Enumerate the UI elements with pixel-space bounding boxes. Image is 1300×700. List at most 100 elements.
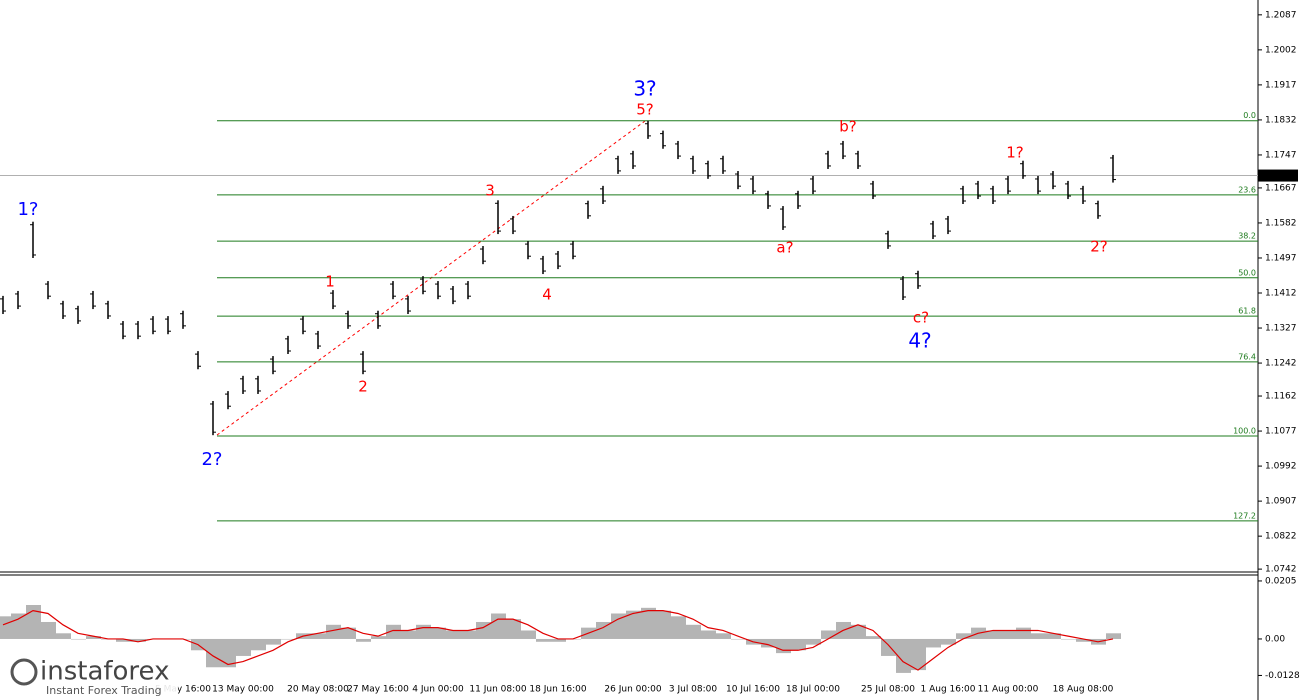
histogram-bar bbox=[1001, 630, 1016, 639]
fib-label: 100.0 bbox=[1233, 427, 1256, 436]
histogram-bar bbox=[131, 638, 146, 642]
histogram-bar bbox=[341, 627, 356, 639]
x-tick-label: 13 May 00:00 bbox=[212, 685, 274, 695]
histogram-bar bbox=[116, 638, 131, 642]
x-tick-label: 5 May 16:00 bbox=[155, 685, 211, 695]
wave-label: 1? bbox=[17, 199, 38, 220]
histogram-bar bbox=[431, 627, 446, 639]
histogram-bar bbox=[1046, 633, 1061, 639]
histogram-bar bbox=[281, 638, 296, 640]
x-tick-label: 18 Jul 00:00 bbox=[786, 685, 840, 695]
histogram-bar bbox=[401, 630, 416, 639]
y-tick-label: 1.1497 bbox=[1265, 253, 1297, 263]
logo-brand: instaforex bbox=[40, 657, 169, 687]
x-tick-label: 10 Jul 16:00 bbox=[726, 685, 780, 695]
histogram-bar bbox=[326, 624, 341, 639]
histogram-bar bbox=[56, 633, 71, 639]
x-tick-label: 4 Jun 00:00 bbox=[412, 685, 464, 695]
y-tick-label: -0.01289 bbox=[1265, 671, 1300, 681]
histogram-bar bbox=[0, 616, 11, 639]
histogram-bar bbox=[611, 613, 626, 639]
histogram-bar bbox=[701, 630, 716, 639]
histogram-bar bbox=[1031, 633, 1046, 639]
x-tick-label: 1 Aug 16:00 bbox=[921, 685, 976, 695]
histogram-bar bbox=[866, 636, 881, 639]
histogram-bar bbox=[491, 613, 506, 639]
histogram-bar bbox=[41, 621, 56, 639]
y-tick-label: 1.1162 bbox=[1265, 392, 1297, 402]
histogram-bar bbox=[71, 638, 86, 640]
histogram-bar bbox=[521, 630, 536, 639]
x-tick-label: 11 Jun 08:00 bbox=[469, 685, 526, 695]
histogram-bar bbox=[881, 638, 896, 656]
histogram-bar bbox=[536, 638, 551, 642]
histogram-bar bbox=[626, 610, 641, 639]
histogram-bar bbox=[656, 610, 671, 639]
y-tick-label: 1.1832 bbox=[1265, 115, 1297, 125]
x-tick-label: 18 Aug 08:00 bbox=[1053, 685, 1114, 695]
current-price-box bbox=[1258, 169, 1298, 182]
histogram-bar bbox=[371, 636, 386, 639]
wave-label: 3? bbox=[633, 77, 656, 101]
current-price-label: 1.1697 bbox=[1263, 171, 1295, 181]
histogram-bar bbox=[461, 630, 476, 639]
y-tick-label: 0.00 bbox=[1265, 634, 1285, 644]
x-tick-label: 18 Jun 16:00 bbox=[529, 685, 586, 695]
histogram-bar bbox=[671, 616, 686, 639]
histogram-bar bbox=[476, 621, 491, 639]
y-tick-label: 0.0205 bbox=[1265, 576, 1297, 586]
fib-label: 38.2 bbox=[1238, 232, 1256, 241]
histogram-bar bbox=[731, 638, 746, 640]
wave-label: b? bbox=[839, 118, 856, 136]
histogram-bar bbox=[1016, 627, 1031, 639]
y-tick-label: 1.1667 bbox=[1265, 183, 1297, 193]
x-tick-label: 26 Jun 00:00 bbox=[604, 685, 661, 695]
wave-label: 1 bbox=[325, 273, 335, 291]
histogram-bar bbox=[1106, 633, 1121, 639]
y-tick-label: 1.0907 bbox=[1265, 497, 1297, 507]
histogram-bar bbox=[1061, 638, 1076, 640]
histogram-bar bbox=[686, 624, 701, 639]
y-tick-label: 1.1582 bbox=[1265, 218, 1297, 228]
histogram-bar bbox=[446, 630, 461, 639]
histogram-bar bbox=[206, 638, 221, 668]
histogram-bar bbox=[86, 636, 101, 639]
histogram-bar bbox=[641, 607, 656, 639]
wave-label: 3 bbox=[485, 182, 495, 200]
wave-label: c? bbox=[913, 309, 929, 327]
wave-label: 2? bbox=[201, 449, 222, 470]
y-tick-label: 1.0992 bbox=[1265, 462, 1297, 472]
wave-label: 2 bbox=[358, 378, 368, 396]
histogram-bar bbox=[236, 638, 251, 656]
histogram-bar bbox=[851, 624, 866, 639]
histogram-bar bbox=[596, 621, 611, 639]
fib-label: 127.2 bbox=[1233, 511, 1256, 520]
wave-label: 4? bbox=[908, 329, 931, 353]
histogram-bar bbox=[956, 633, 971, 639]
wave-label: a? bbox=[776, 239, 793, 257]
fib-label: 23.6 bbox=[1238, 185, 1256, 194]
y-tick-label: 1.0822 bbox=[1265, 532, 1297, 542]
y-tick-label: 1.1242 bbox=[1265, 359, 1297, 369]
fib-label: 0.0 bbox=[1243, 111, 1256, 120]
fib-label: 76.4 bbox=[1238, 352, 1256, 361]
wave-label: 5? bbox=[636, 101, 654, 119]
fib-label: 50.0 bbox=[1238, 268, 1256, 277]
fib-label: 61.8 bbox=[1238, 307, 1256, 316]
histogram-bar bbox=[941, 638, 956, 645]
histogram-bar bbox=[716, 633, 731, 639]
histogram-bar bbox=[26, 605, 41, 639]
logo-icon bbox=[10, 658, 38, 686]
histogram-bar bbox=[911, 638, 926, 671]
histogram-bar bbox=[791, 638, 806, 651]
histogram-bar bbox=[416, 624, 431, 639]
histogram-bar bbox=[356, 638, 371, 642]
histogram-bar bbox=[311, 633, 326, 639]
logo-tagline: Instant Forex Trading bbox=[46, 684, 162, 697]
y-tick-label: 1.2087 bbox=[1265, 10, 1297, 20]
histogram-bar bbox=[776, 638, 791, 654]
histogram-bar bbox=[806, 638, 821, 645]
x-tick-label: 11 Aug 00:00 bbox=[978, 685, 1039, 695]
signal-line bbox=[2, 610, 1114, 671]
